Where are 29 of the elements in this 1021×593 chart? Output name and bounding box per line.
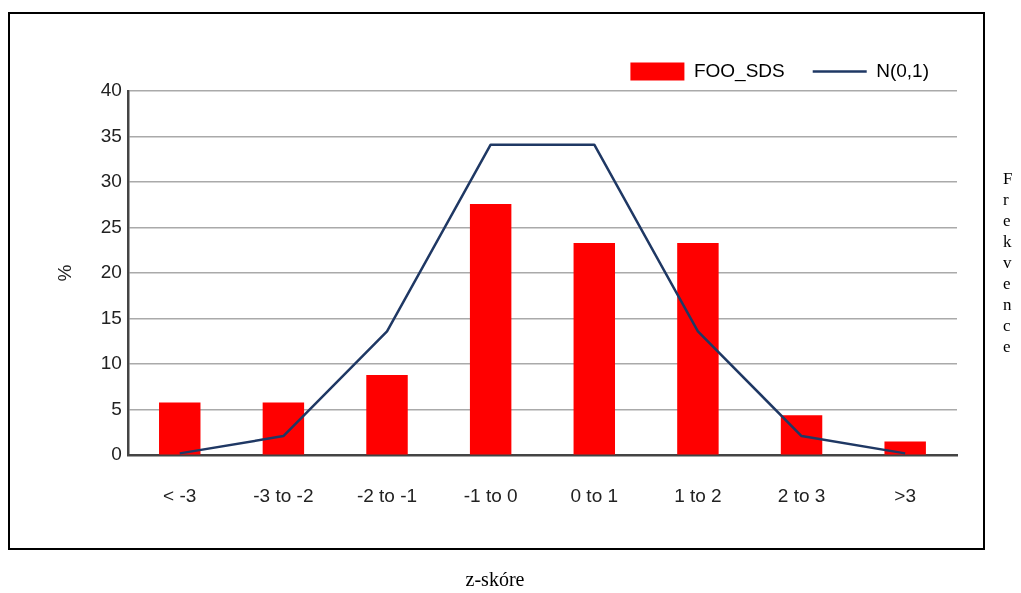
x-tick-label: < -3	[163, 484, 197, 506]
legend-label: N(0,1)	[876, 59, 930, 81]
x-axis-title: z-skóre	[464, 568, 526, 591]
y-tick-label: 15	[100, 306, 122, 328]
text: Frekvence	[1003, 169, 1013, 356]
x-tick-label: 2 to 3	[777, 484, 826, 506]
y-tick-label: 0	[111, 443, 122, 465]
y-axis-title: %	[53, 264, 75, 282]
x-tick-label: 1 to 2	[674, 484, 722, 506]
bar	[573, 243, 616, 455]
bar	[780, 415, 823, 455]
y-tick-label: 5	[111, 397, 122, 419]
bar	[469, 203, 512, 455]
y-tick-label: 40	[100, 79, 122, 101]
bar	[159, 402, 201, 455]
legend-label: FOO_SDS	[693, 59, 785, 82]
bar	[262, 402, 305, 455]
x-tick-label: >3	[894, 484, 917, 506]
y-tick-label: 25	[100, 215, 122, 237]
y-tick-label: 20	[100, 261, 122, 283]
x-tick-label: -1 to 0	[463, 484, 518, 506]
x-tick-label: -3 to -2	[253, 484, 314, 506]
bar	[677, 243, 719, 455]
x-tick-label: 0 to 1	[570, 484, 619, 506]
y-tick-label: 35	[100, 124, 122, 146]
y-tick-label: 30	[100, 170, 122, 192]
bar	[366, 375, 408, 455]
x-tick-label: -2 to -1	[356, 484, 418, 506]
y-tick-label: 10	[100, 352, 122, 374]
